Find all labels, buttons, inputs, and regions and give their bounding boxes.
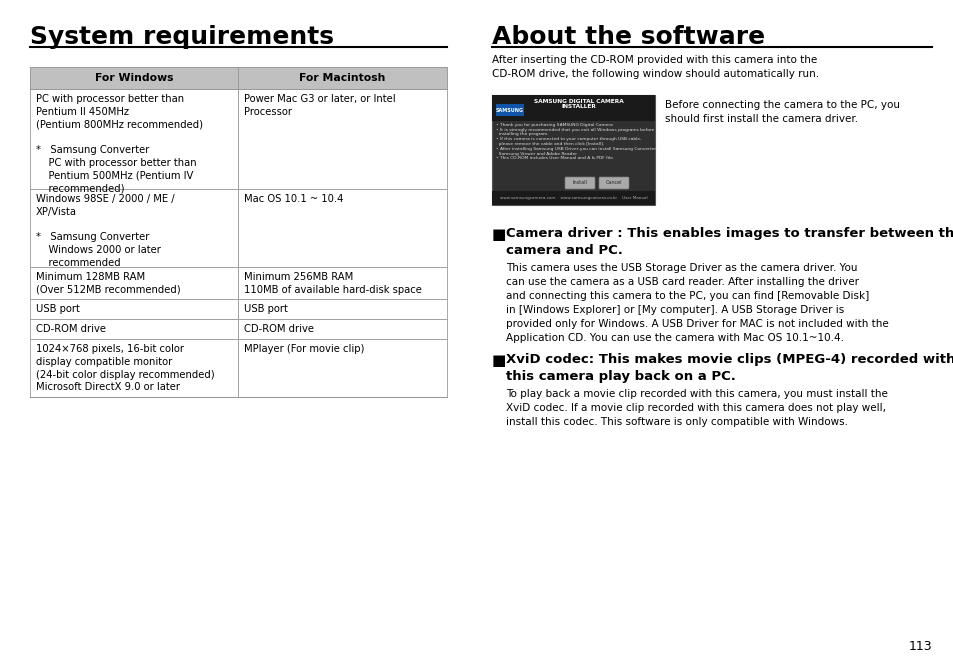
Bar bbox=[30, 299, 237, 319]
Bar bbox=[30, 67, 447, 89]
Bar bbox=[492, 95, 655, 121]
Text: SAMSUNG DIGITAL CAMERA
INSTALLER: SAMSUNG DIGITAL CAMERA INSTALLER bbox=[533, 98, 622, 110]
Text: To play back a movie clip recorded with this camera, you must install the
XviD c: To play back a movie clip recorded with … bbox=[505, 389, 887, 427]
Text: USB port: USB port bbox=[36, 304, 80, 314]
Bar bbox=[237, 189, 447, 267]
Text: www.samsungcamera.com    www.samsungcamera.co.kr    User Manual: www.samsungcamera.com www.samsungcamera.… bbox=[499, 196, 647, 200]
Text: USB port: USB port bbox=[244, 304, 288, 314]
FancyBboxPatch shape bbox=[564, 177, 595, 189]
Text: Before connecting the camera to the PC, you
should first install the camera driv: Before connecting the camera to the PC, … bbox=[664, 100, 899, 124]
Text: Camera driver : This enables images to transfer between the
camera and PC.: Camera driver : This enables images to t… bbox=[505, 227, 953, 257]
Bar bbox=[30, 339, 237, 397]
Text: After inserting the CD-ROM provided with this camera into the
CD-ROM drive, the : After inserting the CD-ROM provided with… bbox=[492, 55, 819, 79]
Text: • Thank you for purchasing SAMSUNG Digital Camera
• It is strongly recommended t: • Thank you for purchasing SAMSUNG Digit… bbox=[496, 123, 657, 160]
Text: MPlayer (For movie clip): MPlayer (For movie clip) bbox=[244, 344, 364, 354]
Bar bbox=[492, 95, 655, 205]
Bar bbox=[30, 89, 237, 189]
Text: For Windows: For Windows bbox=[94, 73, 173, 83]
Text: Mac OS 10.1 ~ 10.4: Mac OS 10.1 ~ 10.4 bbox=[244, 194, 343, 204]
Text: ■: ■ bbox=[492, 227, 506, 242]
Bar bbox=[237, 339, 447, 397]
FancyBboxPatch shape bbox=[598, 177, 628, 189]
Text: CD-ROM drive: CD-ROM drive bbox=[36, 324, 106, 334]
Bar bbox=[237, 89, 447, 189]
Text: System requirements: System requirements bbox=[30, 25, 334, 49]
Bar bbox=[237, 267, 447, 299]
Bar bbox=[30, 189, 237, 267]
Text: PC with processor better than
Pentium II 450MHz
(Pentium 800MHz recommended)

* : PC with processor better than Pentium II… bbox=[36, 94, 203, 194]
Bar bbox=[237, 319, 447, 339]
Text: CD-ROM drive: CD-ROM drive bbox=[244, 324, 314, 334]
Bar bbox=[30, 319, 237, 339]
Text: 1024×768 pixels, 16-bit color
display compatible monitor
(24-bit color display r: 1024×768 pixels, 16-bit color display co… bbox=[36, 344, 214, 392]
Text: This camera uses the USB Storage Driver as the camera driver. You
can use the ca: This camera uses the USB Storage Driver … bbox=[505, 263, 888, 343]
Text: SAMSUNG: SAMSUNG bbox=[496, 108, 523, 112]
Bar bbox=[492, 191, 655, 205]
Text: For Macintosh: For Macintosh bbox=[299, 73, 385, 83]
Text: Windows 98SE / 2000 / ME /
XP/Vista

*   Samsung Converter
    Windows 2000 or l: Windows 98SE / 2000 / ME / XP/Vista * Sa… bbox=[36, 194, 174, 268]
Bar bbox=[237, 299, 447, 319]
Text: Power Mac G3 or later, or Intel
Processor: Power Mac G3 or later, or Intel Processo… bbox=[244, 94, 395, 117]
Text: 113: 113 bbox=[907, 640, 931, 653]
Text: Cancel: Cancel bbox=[605, 180, 621, 186]
Text: About the software: About the software bbox=[492, 25, 764, 49]
Text: Minimum 128MB RAM
(Over 512MB recommended): Minimum 128MB RAM (Over 512MB recommende… bbox=[36, 272, 180, 295]
Bar bbox=[30, 267, 237, 299]
Bar bbox=[30, 67, 447, 89]
Text: Install: Install bbox=[572, 180, 587, 186]
Bar bbox=[496, 104, 523, 116]
Text: XviD codec: This makes movie clips (MPEG-4) recorded with
this camera play back : XviD codec: This makes movie clips (MPEG… bbox=[505, 353, 953, 383]
Text: ■: ■ bbox=[492, 353, 506, 368]
Text: Minimum 256MB RAM
110MB of available hard-disk space: Minimum 256MB RAM 110MB of available har… bbox=[244, 272, 421, 295]
